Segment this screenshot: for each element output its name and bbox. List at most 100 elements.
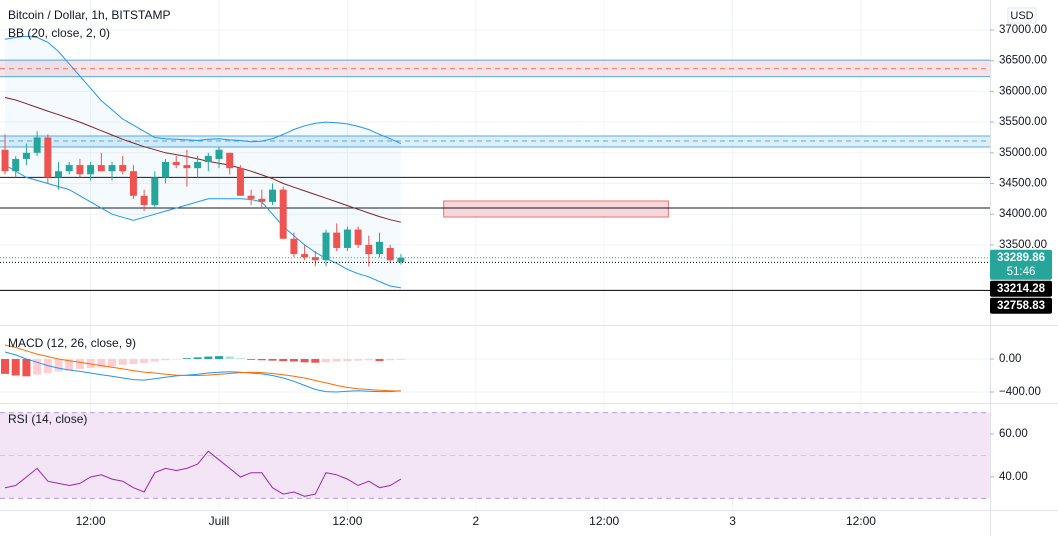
candle-body [397, 257, 405, 263]
histogram-bar [161, 359, 170, 361]
candle-body [258, 198, 266, 202]
y-tick-label: 33500.00 [999, 239, 1047, 251]
candle-body [1, 149, 9, 172]
signal-line [4, 344, 401, 392]
histogram-bar [11, 359, 20, 376]
candle-body [322, 232, 330, 261]
candle-body [22, 152, 30, 159]
candle-body [65, 165, 73, 172]
price-label: 33214.28 [997, 283, 1046, 295]
candle-body [97, 165, 105, 172]
histogram-bar [343, 359, 352, 362]
candle-body [269, 189, 277, 202]
candle-body [215, 149, 223, 159]
candle-body [236, 168, 244, 196]
candle-body [343, 229, 351, 248]
candle-body [87, 165, 95, 175]
y-tick-label: 60.00 [999, 428, 1028, 440]
x-tick-label: 12:00 [76, 514, 106, 528]
histogram-bar [257, 359, 266, 361]
bb-line [4, 164, 401, 289]
candle-body [140, 195, 148, 205]
histogram-bar [236, 358, 245, 360]
x-tick-label: 12:00 [589, 514, 619, 528]
histogram-bar [193, 357, 202, 360]
candle-body [183, 165, 191, 169]
histogram-bar [247, 359, 256, 360]
bb-fill [5, 36, 401, 288]
price-label-box [990, 297, 1052, 314]
candle-body [365, 244, 373, 255]
candle-body [162, 162, 170, 178]
bb-line [4, 97, 402, 223]
range-box [443, 200, 669, 218]
histogram-bar [375, 359, 384, 362]
histogram-bar [150, 359, 159, 362]
histogram-bar [129, 359, 138, 364]
histogram-bar [364, 359, 373, 361]
histogram-bar [268, 359, 277, 361]
histogram-bar [33, 359, 42, 375]
macd-title: MACD (12, 26, close, 9) [8, 336, 136, 350]
candle-body [172, 162, 180, 166]
histogram-bar [1, 359, 10, 374]
histogram-bar [354, 359, 363, 361]
histogram-bar [140, 359, 149, 364]
candle-body [108, 165, 116, 172]
price-label: 33289.86 [997, 252, 1045, 264]
histogram-bar [322, 359, 331, 363]
histogram-bar [279, 359, 288, 362]
histogram-bar [75, 359, 84, 369]
candle-body [386, 247, 394, 261]
y-tick-label: 36500.00 [999, 55, 1047, 67]
histogram-bar [54, 359, 63, 372]
histogram-bar [215, 356, 224, 360]
bb-line [4, 35, 402, 145]
y-tick-label: 37000.00 [999, 24, 1047, 36]
candle-body [311, 257, 319, 261]
candle-body [129, 171, 137, 196]
candle-body [301, 254, 309, 258]
histogram-bar [97, 359, 106, 368]
histogram-bar [289, 359, 298, 362]
histogram-bar [386, 359, 395, 361]
histogram-bar [300, 359, 309, 363]
histogram-bar [108, 359, 117, 367]
histogram-bar [204, 356, 213, 360]
price-label-box [990, 280, 1052, 297]
price-label: 32758.83 [997, 300, 1045, 312]
currency-label: USD [1010, 10, 1033, 22]
y-tick-label: 40.00 [999, 471, 1028, 483]
macd-line [4, 351, 401, 393]
y-tick-label: 36000.00 [999, 85, 1047, 97]
histogram-bar [225, 356, 234, 360]
x-tick-label: 3 [729, 514, 736, 528]
histogram-bar [172, 359, 181, 360]
x-tick-label: 12:00 [332, 514, 362, 528]
currency-box [1007, 7, 1037, 24]
candle-body [247, 195, 255, 199]
histogram-bar [22, 359, 31, 377]
y-tick-label: 35000.00 [999, 147, 1047, 159]
y-tick-label: 0.00 [999, 353, 1021, 365]
candle-body [376, 241, 384, 255]
candle-body [44, 137, 52, 178]
rsi-title: RSI (14, close) [8, 412, 87, 426]
candle-body [12, 158, 20, 172]
histogram-bar [396, 359, 405, 360]
candle-body [76, 165, 84, 175]
y-tick-label: 35500.00 [999, 116, 1047, 128]
rsi-line [4, 450, 402, 497]
y-tick-label: 34000.00 [999, 208, 1047, 220]
histogram-bar [182, 358, 191, 360]
indicator-title: BB (20, close, 2, 0) [8, 26, 110, 40]
candle-body [194, 162, 202, 169]
x-tick-label: Juill [209, 514, 230, 528]
candle-body [151, 177, 159, 205]
histogram-bar [65, 359, 74, 371]
candle-body [279, 189, 287, 239]
y-tick-label: −400.00 [999, 386, 1041, 398]
data-layer [0, 35, 990, 499]
